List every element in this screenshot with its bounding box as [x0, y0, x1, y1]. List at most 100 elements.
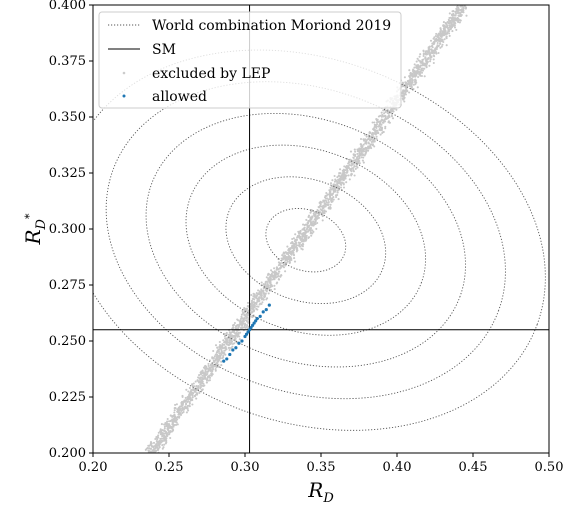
excluded-point — [247, 321, 250, 324]
excluded-point — [225, 331, 228, 334]
excluded-point — [292, 243, 296, 246]
excluded-point — [214, 368, 217, 371]
excluded-point — [233, 342, 236, 345]
excluded-point — [416, 67, 419, 70]
excluded-point — [231, 326, 235, 329]
excluded-point — [432, 58, 435, 61]
excluded-point — [442, 24, 446, 27]
excluded-point — [440, 29, 443, 33]
excluded-point — [434, 50, 438, 54]
excluded-point — [322, 200, 325, 203]
excluded-point — [307, 221, 310, 224]
excluded-point — [334, 178, 337, 181]
excluded-point — [310, 224, 314, 227]
excluded-point — [453, 14, 456, 17]
excluded-point — [288, 261, 291, 265]
excluded-point — [246, 324, 249, 327]
excluded-point — [333, 180, 336, 183]
excluded-point — [463, 5, 466, 8]
legend-swatch-allowed — [122, 94, 126, 98]
excluded-point — [391, 117, 395, 120]
excluded-point — [198, 390, 201, 394]
excluded-point — [408, 69, 411, 72]
excluded-point — [289, 242, 293, 245]
excluded-point — [295, 248, 298, 251]
excluded-point — [331, 179, 334, 182]
excluded-point — [432, 54, 435, 57]
excluded-point — [270, 288, 273, 291]
excluded-point — [227, 333, 231, 336]
excluded-point — [210, 374, 213, 377]
excluded-point — [173, 411, 176, 414]
excluded-point — [159, 428, 162, 431]
excluded-point — [266, 285, 270, 288]
excluded-point — [410, 86, 413, 89]
excluded-point — [320, 205, 323, 208]
excluded-point — [199, 386, 202, 389]
excluded-point — [333, 190, 337, 193]
excluded-point — [380, 123, 383, 126]
excluded-point — [194, 389, 197, 392]
excluded-point — [319, 200, 322, 203]
excluded-point — [150, 447, 153, 450]
excluded-point — [429, 56, 432, 59]
excluded-point — [228, 346, 231, 349]
x-tick-label: 0.45 — [459, 460, 488, 475]
excluded-point — [432, 37, 435, 40]
excluded-point — [325, 191, 328, 195]
excluded-point — [354, 150, 357, 153]
allowed-point — [249, 325, 253, 330]
excluded-point — [434, 34, 437, 38]
excluded-point — [322, 204, 325, 207]
excluded-point — [380, 126, 384, 129]
excluded-point — [420, 64, 423, 67]
excluded-point — [156, 435, 159, 438]
excluded-point — [217, 365, 220, 368]
excluded-point — [157, 448, 160, 451]
excluded-point — [209, 366, 212, 369]
excluded-point — [353, 165, 356, 168]
excluded-point — [311, 232, 314, 235]
excluded-point — [416, 64, 420, 67]
excluded-point — [326, 204, 329, 207]
excluded-point — [433, 51, 436, 54]
excluded-point — [230, 347, 233, 350]
excluded-point — [333, 183, 336, 186]
excluded-point — [300, 237, 303, 240]
excluded-point — [440, 35, 443, 39]
excluded-point — [290, 258, 293, 262]
excluded-point — [192, 385, 196, 388]
excluded-point — [252, 308, 255, 311]
excluded-point — [185, 402, 188, 405]
excluded-point — [410, 87, 413, 90]
excluded-point — [208, 379, 211, 382]
excluded-point — [331, 193, 334, 197]
excluded-point — [333, 174, 336, 178]
excluded-point — [422, 54, 425, 58]
excluded-point — [201, 380, 204, 383]
excluded-point — [301, 234, 304, 238]
excluded-point — [295, 244, 298, 247]
excluded-point — [246, 307, 249, 310]
excluded-point — [445, 26, 448, 29]
x-tick-label: 0.35 — [307, 460, 336, 475]
excluded-point — [443, 38, 446, 41]
y-tick-label: 0.275 — [49, 278, 86, 293]
excluded-point — [181, 401, 184, 405]
excluded-point — [236, 318, 239, 321]
excluded-point — [243, 324, 246, 327]
excluded-point — [212, 357, 215, 360]
excluded-point — [336, 184, 339, 188]
excluded-point — [259, 302, 262, 305]
excluded-point — [446, 24, 449, 27]
excluded-point — [433, 41, 436, 44]
excluded-point — [222, 339, 225, 342]
excluded-point — [147, 449, 150, 452]
excluded-point — [179, 405, 182, 408]
excluded-point — [336, 181, 339, 184]
allowed-point — [225, 357, 229, 361]
excluded-point — [278, 262, 281, 266]
excluded-point — [272, 277, 275, 280]
excluded-point — [258, 290, 261, 293]
